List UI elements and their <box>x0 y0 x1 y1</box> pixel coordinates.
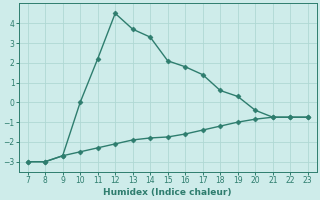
X-axis label: Humidex (Indice chaleur): Humidex (Indice chaleur) <box>103 188 232 197</box>
